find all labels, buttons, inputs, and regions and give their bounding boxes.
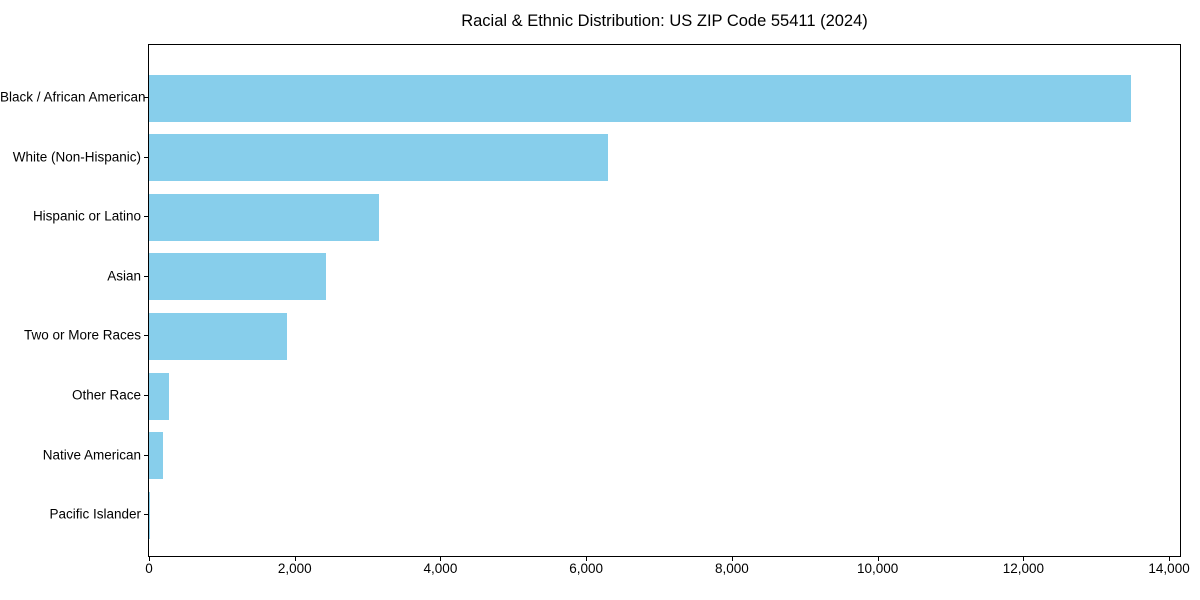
y-tick-mark — [144, 395, 148, 396]
x-tick-mark — [440, 557, 442, 561]
y-tick-label: Hispanic or Latino — [32, 208, 141, 224]
x-tick-label: 14,000 — [1148, 561, 1190, 576]
x-tick-mark — [294, 557, 296, 561]
x-tick-label: 0 — [145, 561, 153, 576]
x-tick-label: 4,000 — [423, 561, 458, 576]
y-tick-label: Two or More Races — [23, 327, 141, 343]
y-tick-label: Black / African American — [0, 89, 146, 105]
x-tick-label: 12,000 — [1002, 561, 1044, 576]
x-tick-mark — [731, 557, 733, 561]
y-tick-label: Other Race — [71, 387, 141, 403]
bar-native-american — [149, 432, 163, 480]
y-tick-mark — [144, 454, 148, 456]
x-tick-label: 6,000 — [569, 561, 604, 576]
bar-pacific-islander — [149, 491, 150, 539]
y-tick-mark — [144, 335, 148, 337]
bar-two-or-more-races — [149, 312, 288, 360]
y-tick-mark — [144, 97, 148, 98]
y-tick-label: White (Non-Hispanic) — [12, 149, 141, 165]
x-tick-label: 2,000 — [277, 561, 312, 576]
bar-hispanic-or-latino — [149, 193, 380, 241]
x-tick-mark — [877, 557, 879, 561]
y-tick-label: Native American — [42, 447, 141, 463]
bar-asian — [149, 253, 327, 301]
bar-white-non-hispanic — [149, 134, 609, 182]
y-tick-label: Asian — [107, 268, 141, 284]
y-tick-mark — [144, 156, 148, 158]
bar-other-race — [149, 372, 170, 420]
x-tick-mark — [1023, 557, 1025, 561]
bar-black-african-american — [149, 74, 1132, 122]
x-tick-label: 8,000 — [714, 561, 749, 576]
plot-area — [148, 44, 1181, 557]
x-tick-mark — [149, 557, 150, 561]
x-tick-mark — [1169, 557, 1171, 561]
y-tick-mark — [144, 275, 148, 277]
chart-title: Racial & Ethnic Distribution: US ZIP Cod… — [461, 12, 868, 30]
y-tick-mark — [144, 216, 148, 218]
y-tick-label: Pacific Islander — [49, 506, 141, 522]
x-tick-mark — [586, 557, 588, 561]
x-tick-label: 10,000 — [856, 561, 899, 576]
y-tick-mark — [144, 514, 148, 516]
